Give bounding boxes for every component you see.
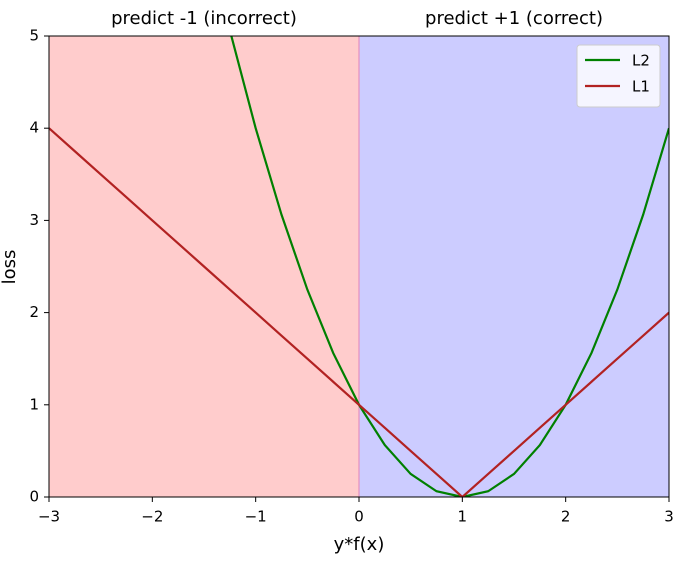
y-tick-label: 2	[29, 303, 39, 321]
y-tick-label: 4	[29, 119, 39, 137]
plot-lines	[49, 36, 669, 497]
region	[359, 36, 669, 497]
y-tick-label: 5	[29, 27, 39, 45]
legend-label: L2	[632, 52, 650, 70]
y-tick-label: 0	[29, 488, 39, 506]
y-tick-label: 3	[29, 211, 39, 229]
x-tick-label: 0	[354, 508, 364, 526]
y-tick-label: 1	[29, 395, 39, 413]
x-tick-label: 1	[458, 508, 468, 526]
region-label: predict -1 (incorrect)	[111, 8, 297, 29]
region-label: predict +1 (correct)	[425, 8, 603, 29]
x-tick-label: −2	[141, 508, 163, 526]
x-tick-label: 2	[561, 508, 571, 526]
legend-label: L1	[632, 78, 650, 96]
line	[49, 127, 669, 497]
x-tick-label: −3	[38, 508, 60, 526]
x-tick-label: 3	[664, 508, 674, 526]
x-tick-label: −1	[245, 508, 267, 526]
x-axis-label: y*f(x)	[334, 534, 385, 555]
y-axis-label: loss	[0, 250, 20, 285]
